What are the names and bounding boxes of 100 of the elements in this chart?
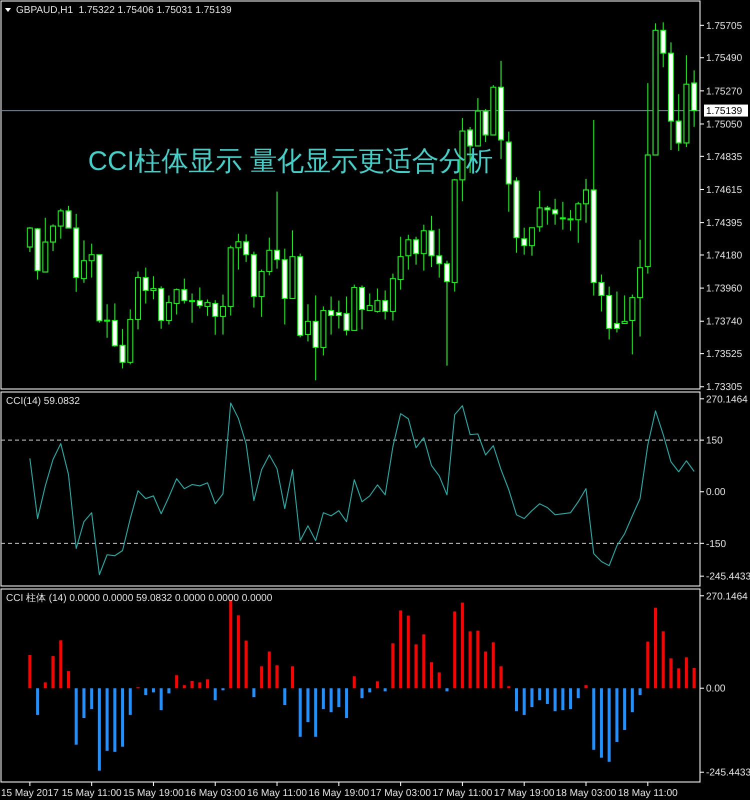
bar — [576, 688, 580, 698]
y-tick-label: 1.73305 — [706, 382, 743, 394]
bar — [662, 631, 665, 688]
candlestick — [521, 227, 528, 256]
bar — [330, 688, 333, 712]
bar — [569, 688, 572, 710]
bar — [175, 675, 178, 688]
x-tick-label: 18 May 11:00 — [618, 788, 678, 799]
bar — [561, 688, 564, 710]
y-tick-label: 1.73740 — [706, 316, 743, 328]
bar — [399, 610, 402, 688]
bar — [615, 688, 618, 742]
bar — [608, 688, 611, 762]
bar — [167, 688, 170, 694]
y-tick-label: 1.75270 — [706, 86, 743, 98]
bar — [214, 688, 217, 700]
bar — [298, 688, 302, 737]
x-tick-label: 16 May 19:00 — [308, 788, 370, 799]
bar — [314, 688, 318, 737]
bar — [106, 688, 109, 751]
bar — [98, 688, 101, 771]
bar — [268, 652, 271, 688]
bar — [684, 657, 688, 688]
bar — [182, 685, 186, 688]
y-tick-label: 270.1464 — [706, 591, 748, 602]
bar — [468, 631, 472, 688]
bar — [244, 640, 248, 688]
bar — [692, 668, 696, 688]
bar — [322, 688, 325, 710]
y-tick-label: 1.74615 — [706, 184, 743, 196]
y-tick-label: 1.73525 — [706, 349, 743, 360]
bar — [306, 688, 310, 722]
x-tick-label: 15 May 2017 — [0, 788, 60, 799]
bar — [236, 615, 240, 688]
bar — [623, 688, 626, 730]
bar — [484, 652, 488, 688]
bar — [630, 688, 634, 712]
bar — [113, 688, 116, 752]
bar — [406, 616, 410, 688]
bar — [190, 681, 194, 688]
y-tick-label: 1.75705 — [706, 20, 743, 32]
x-tick-label: 17 May 03:00 — [370, 788, 432, 799]
x-tick-label: 16 May 11:00 — [247, 788, 308, 799]
chart-title: CCI 柱体 (14) 0.0000 0.0000 59.0832 0.0000 0.0000 0.0000 — [6, 592, 273, 604]
y-tick-label: 1.73960 — [706, 284, 743, 295]
bar — [121, 688, 124, 747]
bar — [198, 682, 202, 688]
bar — [59, 640, 62, 688]
y-tick-label: 1.75050 — [706, 119, 743, 130]
bar — [36, 688, 40, 715]
bar — [66, 671, 70, 688]
bar — [554, 688, 557, 712]
bar — [422, 634, 426, 688]
bar — [152, 688, 155, 692]
bar — [144, 688, 148, 696]
y-tick-label: 1.74395 — [706, 218, 743, 230]
bar — [82, 688, 86, 718]
bar — [376, 681, 379, 688]
bar — [445, 688, 448, 692]
bar — [368, 688, 372, 692]
bar — [514, 688, 518, 712]
bar — [160, 688, 163, 710]
bar — [283, 688, 286, 705]
bar — [90, 688, 94, 710]
bar — [460, 602, 464, 688]
bar — [453, 612, 456, 688]
bar — [500, 666, 503, 688]
bar — [600, 688, 603, 758]
bar — [538, 688, 542, 700]
x-tick-label: 15 May 11:00 — [62, 788, 122, 799]
y-tick-label: 0.00 — [706, 487, 726, 498]
ref-line-label: 1.75139 — [706, 106, 743, 118]
y-tick-label: 1.74180 — [706, 250, 743, 262]
bar — [654, 608, 658, 688]
bar — [360, 688, 364, 698]
x-tick-label: 18 May 03:00 — [556, 788, 617, 799]
chart-title: CCI(14) 59.0832 — [6, 396, 80, 407]
bar — [476, 630, 480, 688]
bar — [546, 688, 549, 704]
bar — [492, 642, 495, 688]
bar — [276, 665, 279, 688]
bar — [28, 655, 32, 688]
y-tick-label: -150 — [706, 538, 726, 550]
y-tick-label: 150 — [706, 436, 724, 447]
bar — [669, 658, 672, 688]
bar — [229, 600, 232, 688]
bar — [646, 642, 650, 688]
bar — [677, 668, 680, 688]
x-tick-label: 17 May 11:00 — [432, 788, 493, 799]
bar — [584, 685, 588, 688]
bar — [638, 688, 642, 696]
bar — [414, 644, 418, 688]
bar — [128, 688, 132, 715]
bar — [52, 656, 55, 688]
bar — [260, 666, 264, 688]
bar — [44, 682, 47, 688]
bar — [290, 666, 294, 688]
bar — [530, 688, 534, 708]
x-tick-label: 17 May 19:00 — [494, 788, 555, 799]
bar — [430, 662, 434, 688]
